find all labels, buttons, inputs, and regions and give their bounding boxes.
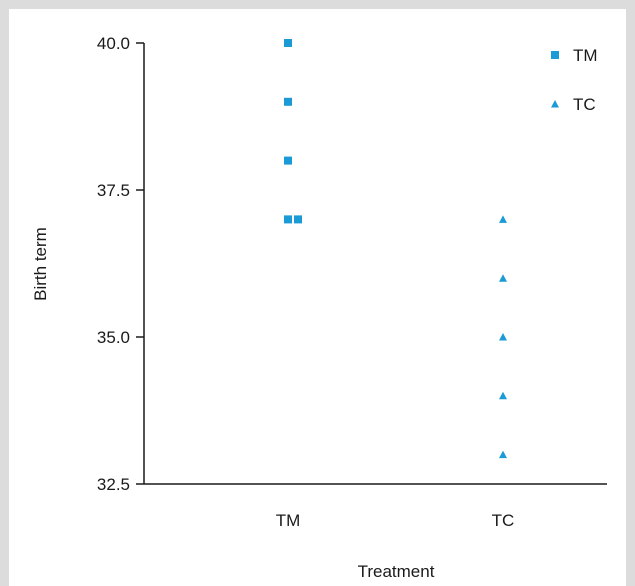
- data-point-tc: [499, 391, 507, 400]
- data-point-tc: [499, 215, 507, 223]
- legend: TM TC: [551, 46, 598, 114]
- x-ticks: TM TC: [276, 511, 515, 530]
- data-point-tm: [284, 97, 292, 106]
- x-axis-title: Treatment: [358, 562, 435, 581]
- data-point-tm: [284, 39, 292, 47]
- legend-label-tm: TM: [573, 46, 598, 65]
- x-tick-label: TC: [492, 511, 515, 530]
- x-tick-label: TM: [276, 511, 301, 530]
- legend-marker-tc: [551, 100, 559, 108]
- legend-marker-tm: [551, 51, 559, 59]
- data-points: [284, 39, 507, 459]
- y-axis-title: Birth term: [31, 227, 50, 301]
- data-point-tm: [284, 156, 292, 165]
- data-point-tm: [294, 215, 302, 224]
- y-tick-label: 37.5: [97, 181, 130, 200]
- data-point-tc: [499, 274, 507, 282]
- y-tick-label: 32.5: [97, 475, 130, 494]
- data-point-tm: [284, 215, 292, 224]
- y-ticks: 32.5 35.0 37.5 40.0: [97, 34, 144, 494]
- legend-label-tc: TC: [573, 95, 596, 114]
- axes: [143, 43, 607, 485]
- data-point-tc: [499, 450, 507, 459]
- y-tick-label: 40.0: [97, 34, 130, 53]
- data-point-tc: [499, 333, 507, 341]
- y-tick-label: 35.0: [97, 328, 130, 347]
